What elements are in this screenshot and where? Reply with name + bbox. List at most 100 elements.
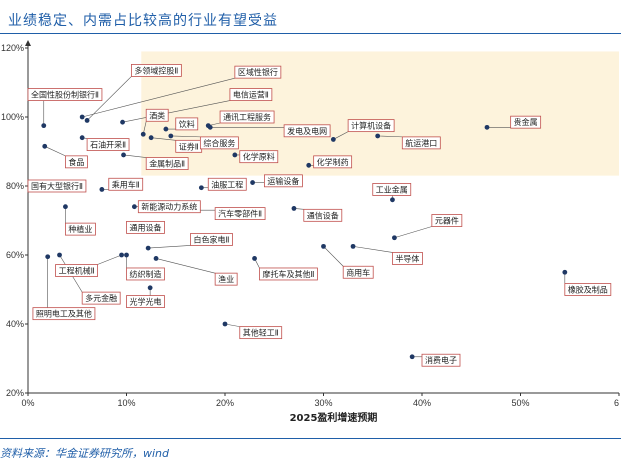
point-label: 饮料 xyxy=(179,119,195,129)
point-label-box xyxy=(207,177,247,191)
point-label: 化学制药 xyxy=(317,157,349,167)
leader-line xyxy=(148,245,191,249)
data-point xyxy=(390,197,395,203)
y-tick-label: 80% xyxy=(6,181,24,191)
point-label: 计算机设备 xyxy=(351,121,391,131)
data-point xyxy=(119,252,124,258)
point-label: 石油开采Ⅱ xyxy=(90,140,126,150)
point-label: 通信设备 xyxy=(307,210,339,220)
chart-title: 业绩稳定、内需占比较高的行业有望受益 xyxy=(8,13,278,29)
point-label-box xyxy=(145,108,169,122)
point-label: 消费电子 xyxy=(425,355,457,365)
data-point xyxy=(168,133,174,139)
data-point xyxy=(148,135,154,141)
leader-line xyxy=(155,258,216,274)
point-label-box xyxy=(214,207,266,221)
data-point xyxy=(321,243,326,249)
leader-line xyxy=(323,246,344,267)
point-label-box xyxy=(313,155,353,169)
point-label: 其他轻工Ⅱ xyxy=(243,328,279,338)
data-point xyxy=(84,118,90,123)
point-label: 发电及电网 xyxy=(287,126,327,136)
x-tick-label: 50% xyxy=(511,398,529,408)
point-label: 渔业 xyxy=(218,274,234,284)
point-label-box xyxy=(86,138,130,151)
point-label: 酒类 xyxy=(149,110,165,120)
leader-line xyxy=(170,135,201,138)
point-label-box xyxy=(263,174,303,188)
point-label: 工业金属 xyxy=(376,184,408,194)
point-label-box xyxy=(137,200,201,214)
data-point xyxy=(99,187,105,192)
x-tick-label: 0% xyxy=(21,398,34,408)
point-label: 证券Ⅱ xyxy=(179,141,199,151)
point-label: 种植业 xyxy=(68,224,92,234)
data-point xyxy=(63,204,68,210)
data-point xyxy=(198,185,204,191)
y-axis-arrow xyxy=(25,40,31,46)
point-label: 国有大型银行Ⅱ xyxy=(31,181,83,191)
data-point xyxy=(79,135,85,141)
point-label: 通用设备 xyxy=(130,222,162,232)
point-label-box xyxy=(65,155,88,169)
point-label-box xyxy=(392,252,423,265)
y-tick-label: 40% xyxy=(6,319,24,329)
point-label-box xyxy=(239,150,279,164)
point-label-box xyxy=(234,65,282,79)
point-label-box xyxy=(175,117,199,131)
highlight-region xyxy=(141,51,619,176)
data-point xyxy=(163,126,169,132)
data-point xyxy=(207,124,213,130)
data-point xyxy=(222,321,228,327)
leader-line xyxy=(353,246,393,253)
point-label: 乘用车Ⅱ xyxy=(112,179,140,189)
point-label-box xyxy=(108,177,144,191)
point-label-box xyxy=(145,157,189,170)
data-point xyxy=(41,123,47,129)
point-label-box xyxy=(303,208,343,222)
point-label: 贵金属 xyxy=(514,117,538,127)
leader-line xyxy=(123,154,147,158)
point-label-box xyxy=(27,88,103,101)
x-axis-label: 2025盈利增速预期 xyxy=(290,411,378,424)
point-label-box xyxy=(219,110,275,124)
leader-line xyxy=(333,131,349,140)
point-label: 电信运营Ⅱ xyxy=(233,90,269,100)
point-label-box xyxy=(131,64,182,77)
leader-line xyxy=(377,135,403,138)
point-label-box xyxy=(431,214,463,227)
point-label-box xyxy=(510,115,542,129)
data-point xyxy=(140,131,146,137)
leader-line xyxy=(224,323,240,327)
data-point xyxy=(330,137,336,142)
leader-line xyxy=(97,254,122,265)
y-tick-label: 100% xyxy=(1,112,24,122)
data-point xyxy=(484,124,490,130)
point-label: 商用车 xyxy=(346,267,370,277)
point-label-box xyxy=(372,183,412,196)
point-label-box xyxy=(239,326,283,340)
data-point xyxy=(232,152,238,158)
point-label-box xyxy=(126,295,165,308)
point-label: 综合服务 xyxy=(203,138,235,148)
point-label-box xyxy=(564,283,612,296)
x-tick-label: 20% xyxy=(216,398,234,408)
source-divider xyxy=(0,438,621,439)
data-point xyxy=(291,206,297,211)
data-point xyxy=(252,256,257,261)
point-label: 油服工程 xyxy=(211,179,243,189)
x-tick-label: 10% xyxy=(117,398,135,408)
point-label-box xyxy=(55,264,98,277)
point-label-box xyxy=(190,233,233,246)
data-points xyxy=(41,114,568,360)
point-label: 运输设备 xyxy=(267,176,299,186)
source-note: 资料来源：华金证券研究所，wind xyxy=(0,447,170,460)
data-point xyxy=(57,252,62,258)
point-label: 区域性银行 xyxy=(238,67,278,77)
point-label: 多元金融 xyxy=(85,293,117,303)
data-point xyxy=(42,143,48,149)
point-label-box xyxy=(27,179,87,193)
y-tick-label: 20% xyxy=(6,388,24,398)
point-label-box xyxy=(229,88,273,101)
